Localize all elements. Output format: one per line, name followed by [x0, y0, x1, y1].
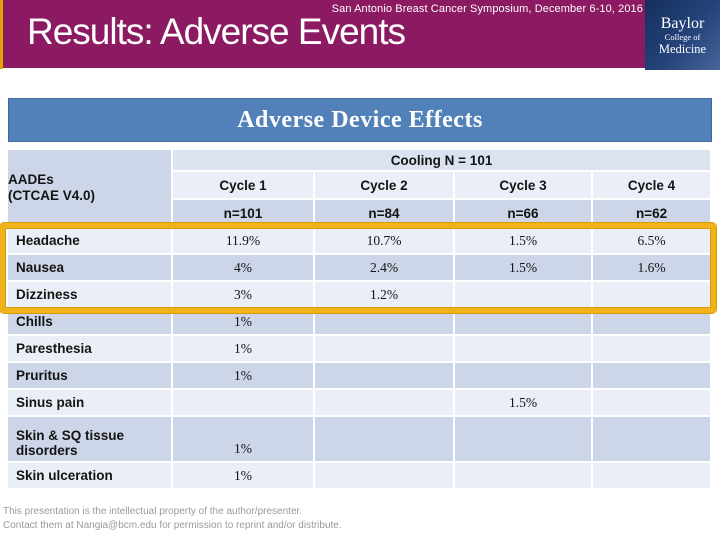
- table-row-nausea: Nausea 4% 2.4% 1.5% 1.6%: [8, 255, 711, 280]
- footer-line-2: Contact them at Nangia@bcm.edu for permi…: [3, 520, 342, 531]
- row-label: Chills: [8, 309, 171, 334]
- cell-value: 2.4%: [315, 255, 453, 280]
- cell-value: [455, 282, 591, 307]
- col-n-cycle-1: n=101: [173, 200, 313, 226]
- cell-value: [593, 417, 711, 461]
- logo-line-2: College of: [664, 31, 701, 42]
- group-header-cooling: Cooling N = 101: [173, 150, 711, 170]
- col-header-cycle-1: Cycle 1: [173, 172, 313, 198]
- table-row-headache: Headache 11.9% 10.7% 1.5% 6.5%: [8, 228, 711, 253]
- col-n-cycle-3: n=66: [455, 200, 591, 226]
- cell-value: 1%: [173, 309, 313, 334]
- row-label: Headache: [8, 228, 171, 253]
- col-n-cycle-4: n=62: [593, 200, 711, 226]
- cell-value: 1.5%: [455, 390, 591, 415]
- cell-value: [315, 363, 453, 388]
- row-label: Skin & SQ tissue disorders: [8, 417, 171, 461]
- table-row-sinus-pain: Sinus pain 1.5%: [8, 390, 711, 415]
- cell-value: [455, 463, 591, 488]
- cell-value: 1.6%: [593, 255, 711, 280]
- cell-value: [593, 282, 711, 307]
- row-label: Skin ulceration: [8, 463, 171, 488]
- cell-value: [593, 309, 711, 334]
- baylor-college-of-medicine-logo: Baylor College of Medicine: [645, 0, 720, 70]
- row-label: Sinus pain: [8, 390, 171, 415]
- col-n-cycle-2: n=84: [315, 200, 453, 226]
- cell-value: 6.5%: [593, 228, 711, 253]
- cell-value: [593, 463, 711, 488]
- footer-line-1: This presentation is the intellectual pr…: [3, 506, 303, 517]
- cell-value: 4%: [173, 255, 313, 280]
- col-header-cycle-4: Cycle 4: [593, 172, 711, 198]
- cell-value: [455, 336, 591, 361]
- table-row-skin-ulceration: Skin ulceration 1%: [8, 463, 711, 488]
- left-accent-stripe: [0, 0, 3, 69]
- row-label: Pruritus: [8, 363, 171, 388]
- row-label: Dizziness: [8, 282, 171, 307]
- table-row-skin-sq-tissue-disorders: Skin & SQ tissue disorders 1%: [8, 417, 711, 461]
- cell-value: 3%: [173, 282, 313, 307]
- logo-line-1: Baylor: [660, 14, 705, 32]
- cell-value: [315, 463, 453, 488]
- cell-value: [315, 309, 453, 334]
- table-row-chills: Chills 1%: [8, 309, 711, 334]
- footer-disclaimer: This presentation is the intellectual pr…: [3, 505, 342, 533]
- cell-value: [455, 309, 591, 334]
- table-row-dizziness: Dizziness 3% 1.2%: [8, 282, 711, 307]
- cell-value: 1%: [173, 463, 313, 488]
- title-banner: San Antonio Breast Cancer Symposium, Dec…: [0, 0, 720, 68]
- col-header-cycle-3: Cycle 3: [455, 172, 591, 198]
- cell-value: 11.9%: [173, 228, 313, 253]
- symposium-credit: San Antonio Breast Cancer Symposium, Dec…: [331, 3, 643, 15]
- cell-value: [593, 390, 711, 415]
- cell-value: [315, 336, 453, 361]
- cell-value: [315, 417, 453, 461]
- cell-value: [173, 390, 313, 415]
- table-title-bar: Adverse Device Effects: [8, 98, 712, 142]
- table-row-pruritus: Pruritus 1%: [8, 363, 711, 388]
- cell-value: 10.7%: [315, 228, 453, 253]
- slide-title: Results: Adverse Events: [27, 11, 406, 52]
- table-row-paresthesia: Paresthesia 1%: [8, 336, 711, 361]
- cell-value: 1.2%: [315, 282, 453, 307]
- cell-value: [455, 363, 591, 388]
- col-header-cycle-2: Cycle 2: [315, 172, 453, 198]
- cell-value: 1%: [173, 336, 313, 361]
- cell-value: 1%: [173, 417, 313, 461]
- row-label: Paresthesia: [8, 336, 171, 361]
- table-title: Adverse Device Effects: [237, 106, 483, 133]
- row-header-aades: AADEs (CTCAE V4.0): [8, 150, 171, 226]
- cell-value: 1.5%: [455, 255, 591, 280]
- cell-value: [315, 390, 453, 415]
- adverse-events-table: AADEs (CTCAE V4.0) Cooling N = 101 Cycle…: [6, 148, 712, 490]
- cell-value: [455, 417, 591, 461]
- row-label: Nausea: [8, 255, 171, 280]
- cell-value: [593, 363, 711, 388]
- logo-line-3: Medicine: [658, 41, 707, 56]
- cell-value: [593, 336, 711, 361]
- cell-value: 1.5%: [455, 228, 591, 253]
- cell-value: 1%: [173, 363, 313, 388]
